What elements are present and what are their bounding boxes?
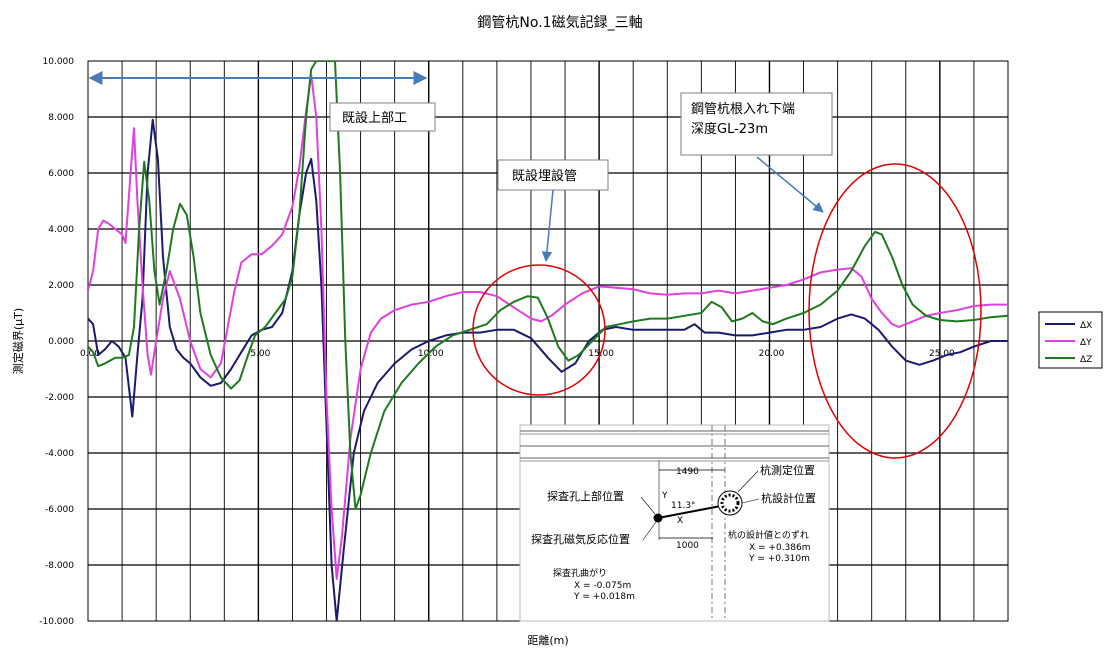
series-line-ΔZ — [88, 61, 1008, 510]
inset-dimension-bottom: 1000 — [676, 541, 699, 551]
existing-pipe-label: 既設埋設管 — [512, 168, 577, 184]
y-tick-label: 8.000 — [48, 113, 74, 123]
x-tick-label: 10.00 — [418, 349, 444, 359]
inset-axis-x: X — [677, 516, 683, 526]
inset-bend-y: Y = +0.018m — [573, 592, 635, 602]
series-lines — [88, 61, 1008, 621]
pile-bottom-arrow — [756, 156, 824, 213]
inset-pile-design-label: 杭設計位置 — [761, 491, 816, 505]
y-tick-label: -4.000 — [45, 449, 74, 459]
inset-schematic: 1490 1000 Y X 11.3° 探査孔上部位置 探査孔磁気反応位置 杭測… — [519, 424, 830, 622]
y-tick-label: 4.000 — [48, 225, 74, 235]
chart-title: 鋼管杭No.1磁気記録_三軸 — [477, 14, 642, 31]
pile-anomaly-ellipse — [808, 163, 982, 459]
legend-label: ΔZ — [1080, 355, 1092, 365]
y-tick-label: -2.000 — [45, 393, 74, 403]
inset-axis-y: Y — [661, 491, 668, 501]
y-tick-label: -8.000 — [45, 561, 74, 571]
x-tick-label: 20.00 — [759, 349, 785, 359]
inset-angle: 11.3° — [671, 501, 696, 511]
existing-pipe-callout: 既設埋設管 — [497, 159, 609, 263]
x-tick-label: 25.00 — [929, 349, 955, 359]
legend: ΔX ΔY ΔZ — [1038, 311, 1103, 369]
series-line-ΔY — [88, 74, 1008, 580]
inset-hole-top-label: 探査孔上部位置 — [547, 489, 624, 503]
legend-label: ΔX — [1080, 321, 1092, 331]
x-tick-label: 0.00 — [80, 349, 100, 359]
y-tick-label: -10.000 — [39, 617, 74, 627]
x-axis-label: 距離(m) — [527, 633, 568, 647]
pile-bottom-label-line2: 深度GL-23m — [691, 121, 768, 137]
y-tick-label: 2.000 — [48, 281, 74, 291]
inset-dimension-top: 1490 — [676, 467, 699, 477]
inset-hole-magnetic-label: 探査孔磁気反応位置 — [531, 532, 630, 546]
inset-bend-x: X = -0.075m — [574, 581, 631, 591]
inset-deviation-x: X = +0.386m — [749, 543, 811, 553]
inset-deviation-y: Y = +0.310m — [748, 554, 810, 564]
existing-pipe-arrow — [541, 189, 554, 263]
inset-pile-measured-label: 杭測定位置 — [760, 463, 815, 477]
inset-deviation-title: 杭の設計値とのずれ — [728, 529, 809, 541]
x-tick-label: 5.00 — [250, 349, 270, 359]
existing-structure-callout: 既設上部工 — [329, 102, 436, 132]
y-axis-label: 測定磁界(μT) — [11, 308, 25, 374]
pile-bottom-callout: 鋼管杭根入れ下端 深度GL-23m — [680, 92, 833, 213]
y-tick-label: 0.000 — [48, 337, 74, 347]
pipe-anomaly-circle — [472, 264, 606, 396]
pile-bottom-label-line1: 鋼管杭根入れ下端 — [691, 102, 795, 117]
y-tick-label: 6.000 — [48, 169, 74, 179]
tick-labels: 10.000 8.000 6.000 4.000 2.000 0.000 -2.000 -4.… — [39, 57, 955, 627]
y-tick-label: 10.000 — [43, 57, 75, 67]
y-tick-label: -6.000 — [45, 505, 74, 515]
existing-structure-label: 既設上部工 — [342, 110, 407, 126]
inset-bend-title: 探査孔曲がり — [553, 567, 607, 579]
legend-label: ΔY — [1080, 338, 1092, 348]
